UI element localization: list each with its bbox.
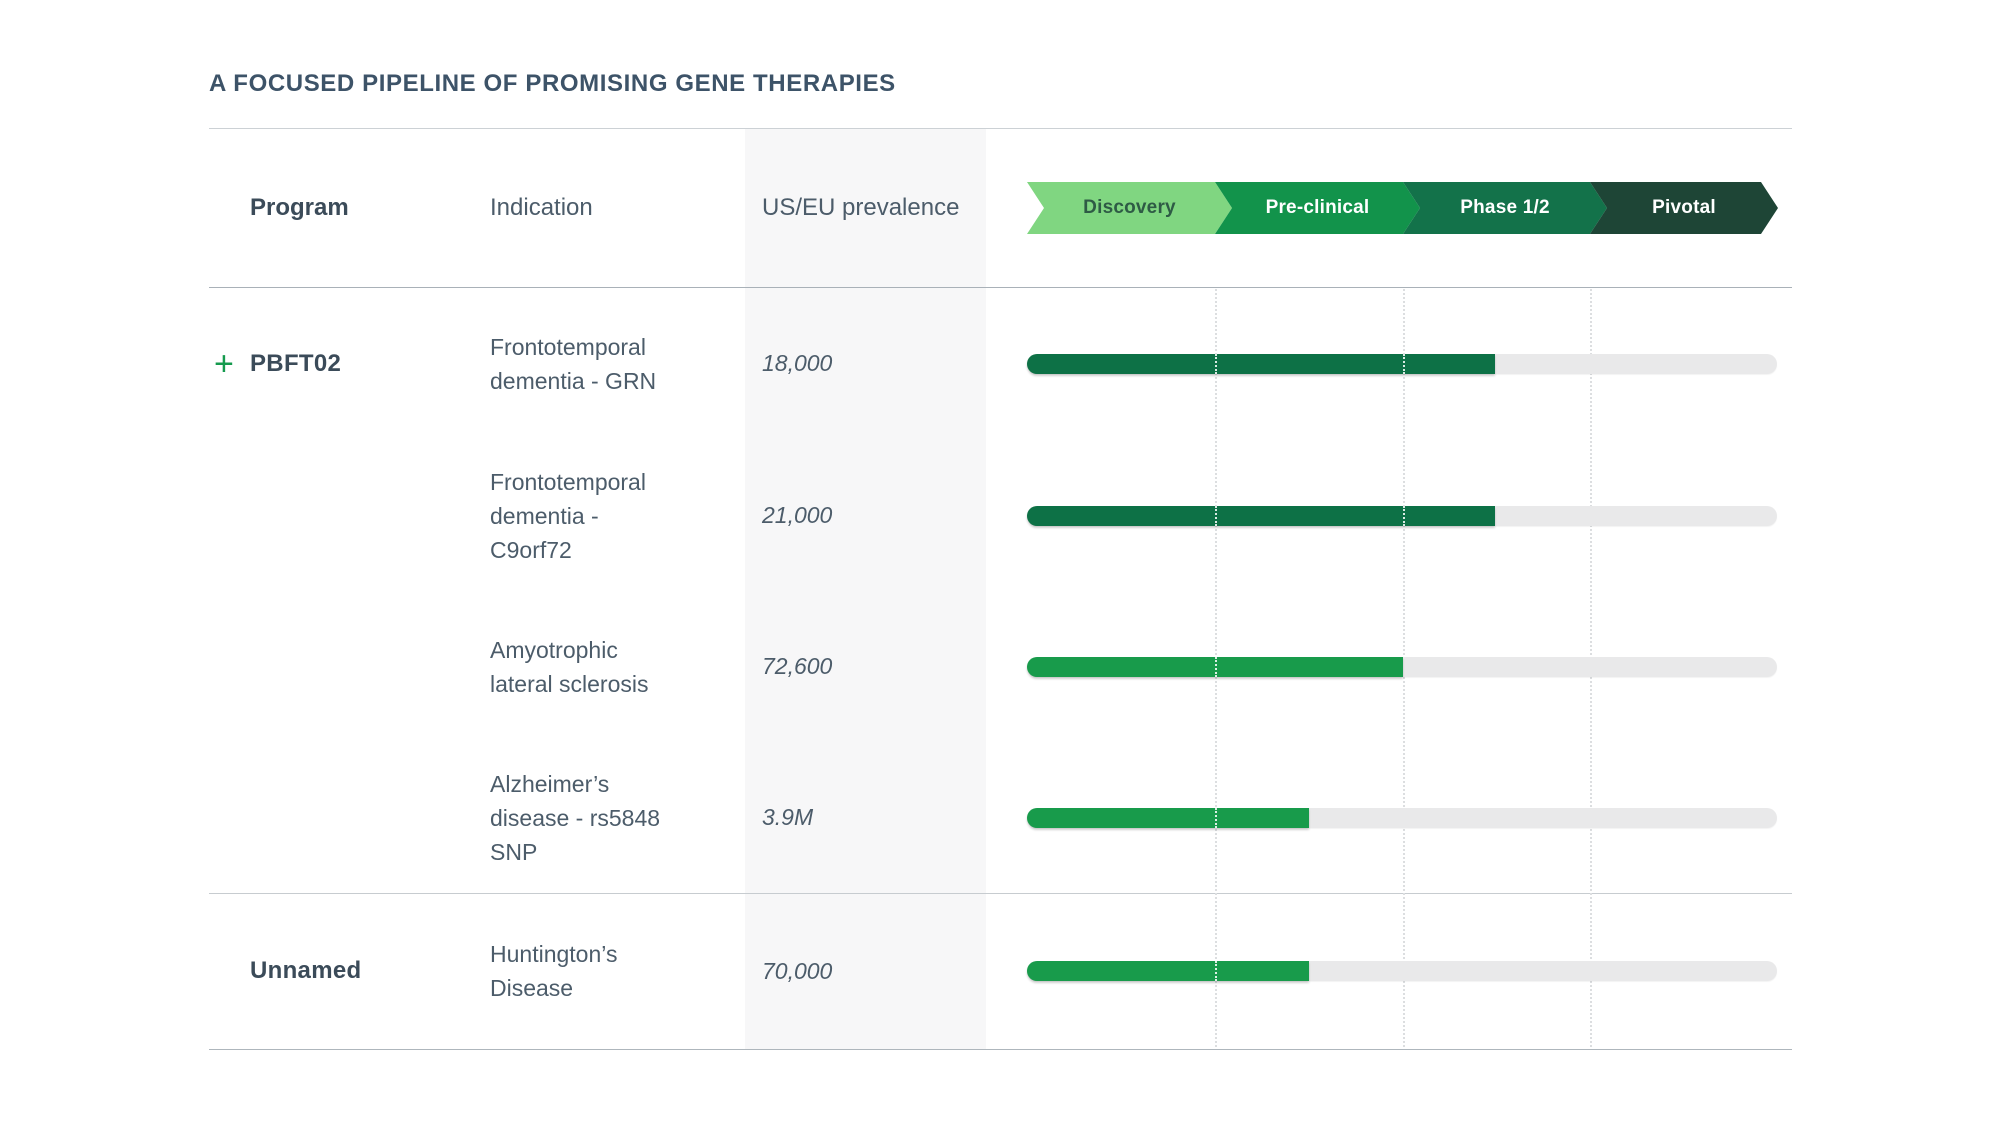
progress-bar-track	[1027, 807, 1777, 828]
prevalence-value: 70,000	[762, 957, 833, 984]
prevalence-column-stripe	[745, 128, 986, 1049]
progress-bar-fill	[1027, 656, 1403, 677]
table-row: Alzheimer’s disease - rs5848 SNP 3.9M	[209, 742, 1792, 893]
prevalence-value: 18,000	[762, 350, 833, 376]
page-title: A FOCUSED PIPELINE OF PROMISING GENE THE…	[209, 70, 896, 97]
divider-header	[209, 287, 1792, 288]
bar-phase-tick	[1403, 505, 1405, 526]
divider-bottom	[209, 1049, 1792, 1050]
divider-top	[209, 128, 1792, 129]
indication-text: Alzheimer’s disease - rs5848 SNP	[490, 770, 661, 865]
bar-phase-tick	[1215, 961, 1217, 981]
indication-text: Huntington’s Disease	[490, 941, 618, 1001]
progress-cell	[986, 287, 1792, 440]
progress-cell	[986, 742, 1792, 893]
table-row: Unnamed Huntington’s Disease 70,000	[209, 893, 1792, 1049]
program-cell-pbft02: + PBFT02	[209, 347, 490, 381]
progress-cell	[986, 591, 1792, 742]
table-row: + PBFT02 Frontotemporal dementia - GRN 1…	[209, 287, 1792, 440]
prevalence-value: 3.9M	[762, 804, 814, 830]
prevalence-value: 72,600	[762, 653, 833, 679]
column-header-program: Program	[250, 193, 349, 221]
progress-bar-track	[1027, 505, 1777, 526]
progress-bar-fill	[1027, 961, 1309, 981]
expand-plus-icon[interactable]: +	[214, 344, 234, 383]
progress-bar-fill	[1027, 807, 1309, 828]
progress-bar-track	[1027, 353, 1777, 374]
program-name: PBFT02	[250, 349, 342, 377]
table-row: Frontotemporal dementia - C9orf72 21,000	[209, 440, 1792, 591]
progress-bar-fill	[1027, 353, 1495, 374]
bar-phase-tick	[1215, 505, 1217, 526]
bar-phase-tick	[1215, 656, 1217, 677]
program-name: Unnamed	[250, 957, 362, 984]
indication-text: Frontotemporal dementia - GRN	[490, 333, 657, 394]
column-header-indication: Indication	[490, 193, 593, 221]
progress-bar-track	[1027, 656, 1777, 677]
program-cell-unnamed: Unnamed	[209, 957, 490, 985]
progress-cell	[986, 440, 1792, 591]
table-header-row: Program Indication US/EU prevalence	[209, 128, 1792, 287]
bar-phase-tick	[1215, 353, 1217, 374]
divider-group	[209, 893, 1792, 894]
bar-phase-tick	[1215, 807, 1217, 828]
progress-bar-track	[1027, 961, 1777, 981]
table-row: Amyotrophic lateral sclerosis 72,600	[209, 591, 1792, 742]
indication-text: Amyotrophic lateral sclerosis	[490, 636, 649, 697]
column-header-prevalence: US/EU prevalence	[762, 193, 960, 221]
progress-bar-fill	[1027, 505, 1495, 526]
prevalence-value: 21,000	[762, 502, 833, 528]
progress-cell	[986, 893, 1792, 1049]
indication-text: Frontotemporal dementia - C9orf72	[490, 468, 646, 563]
bar-phase-tick	[1403, 353, 1405, 374]
